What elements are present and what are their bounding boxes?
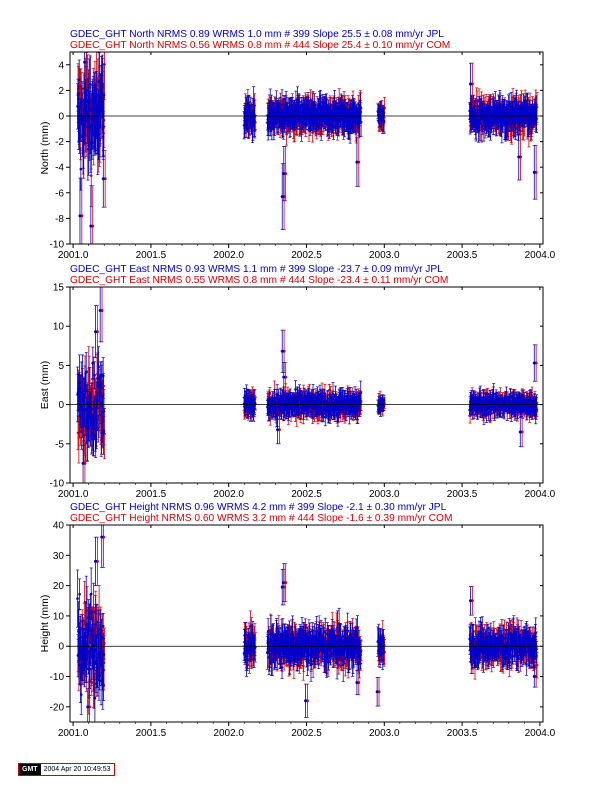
data-point-jpl [530,125,533,129]
data-point-jpl [80,100,84,103]
data-point-jpl [494,106,497,109]
data-point-jpl [491,121,495,125]
data-point-jpl [251,398,255,401]
data-point-com [102,384,105,388]
data-point-jpl [79,167,83,171]
data-point-jpl [507,122,511,126]
data-point-jpl [245,394,248,397]
legend-jpl: GDEC_GHT North NRMS 0.89 WRMS 1.0 mm # 3… [70,29,444,40]
data-point-jpl [97,132,100,136]
data-point-jpl [78,414,82,418]
data-point-jpl [359,109,362,113]
y-tick-label: -6 [55,188,64,199]
y-tick-label: 0 [58,112,64,123]
legend-com: GDEC_GHT North NRMS 0.56 WRMS 0.8 mm # 4… [70,40,450,51]
data-point-jpl [534,108,538,112]
y-tick-label: 2 [58,86,64,97]
data-point-jpl [97,365,100,369]
x-tick-label: 2002.5 [291,250,322,261]
data-point-jpl [535,117,538,120]
data-point-jpl [90,407,93,410]
data-point-jpl [84,370,88,374]
data-point-jpl [332,124,335,128]
data-point-jpl [295,117,299,121]
data-point-jpl [99,401,103,405]
data-point-jpl [89,82,92,86]
data-point-jpl [102,430,105,433]
data-point-jpl [96,427,100,430]
data-point-jpl [253,401,257,405]
data-point-jpl [96,120,100,124]
data-point-jpl [96,407,99,410]
y-tick-label: -8 [55,214,64,225]
data-point-jpl [92,434,95,437]
data-point-jpl [101,177,105,181]
data-point-jpl [83,60,87,64]
data-point-jpl [253,114,257,117]
legend-jpl: GDEC_GHT East NRMS 0.93 WRMS 1.1 mm # 39… [70,264,443,275]
data-point-jpl [475,108,479,112]
x-tick-label: 2002.0 [213,250,244,261]
data-point-jpl [100,92,104,95]
data-point-jpl [253,119,256,123]
data-point-jpl [89,224,93,228]
data-point-jpl [91,427,95,430]
data-point-jpl [468,82,472,86]
data-point-jpl [88,117,91,121]
y-tick-label: -2 [55,137,64,148]
data-point-jpl [382,119,386,123]
data-point-jpl [280,102,284,106]
y-axis-label: North (mm) [39,121,51,174]
data-point-com [83,430,86,433]
data-point-jpl [359,106,363,110]
data-point-com [89,174,93,177]
data-point-jpl [78,214,82,218]
data-point-jpl [282,172,286,176]
data-point-jpl [83,408,86,412]
legend-com: GDEC_GHT East NRMS 0.55 WRMS 0.8 mm # 44… [70,275,448,286]
data-point-jpl [327,105,330,109]
data-point-jpl [515,103,518,106]
data-point-jpl [77,78,81,82]
data-point-jpl [102,410,106,413]
x-tick-label: 2003.0 [369,250,400,261]
data-point-jpl [79,118,82,122]
data-point-jpl [355,160,359,164]
panel-east: GDEC_GHT East NRMS 0.93 WRMS 1.1 mm # 39… [39,264,556,500]
data-point-jpl [101,85,104,88]
data-point-jpl [280,195,284,199]
data-points [76,287,539,483]
data-point-jpl [102,93,106,97]
data-point-jpl [532,170,536,174]
data-point-jpl [514,127,518,130]
data-point-jpl [101,374,105,378]
data-point-jpl [78,380,81,384]
data-point-jpl [79,374,83,377]
data-point-jpl [101,135,105,138]
data-point-jpl [99,375,102,379]
data-point-jpl [328,127,331,131]
y-tick-label: -10 [50,240,65,251]
data-point-jpl [517,155,521,159]
data-point-com [285,133,288,136]
data-point-jpl [80,425,83,429]
x-tick-label: 2004.0 [525,250,556,261]
data-point-jpl [90,141,94,144]
data-point-jpl [93,373,96,377]
x-tick-label: 2001.5 [136,250,167,261]
data-point-jpl [382,111,385,115]
x-tick-label: 2003.5 [447,250,478,261]
x-tick-label: 2001.0 [58,250,89,261]
data-points [76,52,539,244]
y-tick-label: 4 [58,60,64,71]
panel-north: GDEC_GHT North NRMS 0.89 WRMS 1.0 mm # 3… [39,29,556,261]
data-point-jpl [246,115,250,119]
y-tick-label: -4 [55,163,64,174]
